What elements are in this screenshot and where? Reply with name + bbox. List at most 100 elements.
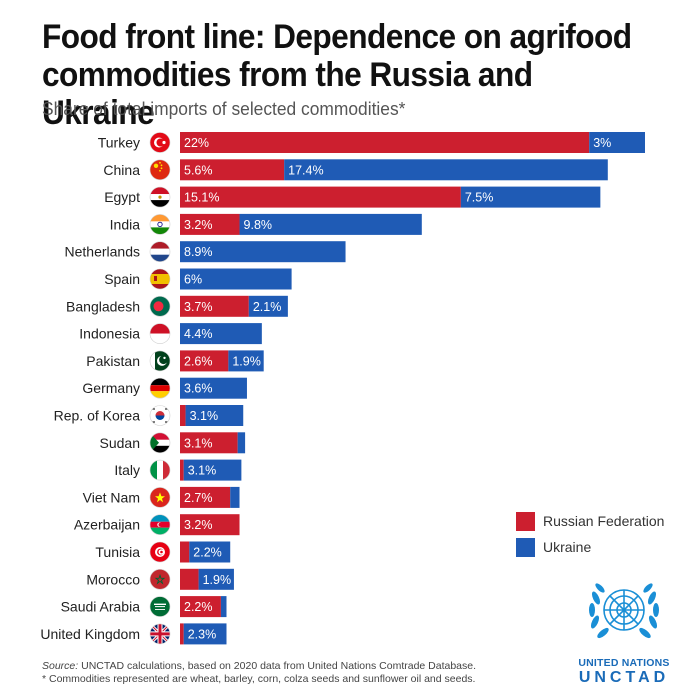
bar-russia: [180, 350, 229, 372]
value-label-ukraine: 8.9%: [184, 245, 213, 259]
bar-row-9: Germany 3.6%: [82, 377, 247, 399]
logo-text-un: UNITED NATIONS: [578, 657, 670, 669]
country-label: Rep. of Korea: [54, 408, 141, 424]
bar-row-13: Viet Nam 2.7%: [83, 486, 240, 508]
bar-row-8: Pakistan 2.6% 1.9%: [86, 350, 264, 372]
pakistan-flag-icon: [149, 350, 171, 372]
bar-ukraine: [237, 432, 246, 454]
chart-footer: Source: UNCTAD calculations, based on 20…: [42, 660, 476, 686]
bar-russia: [180, 132, 590, 153]
value-label-ukraine: 3.1%: [190, 409, 219, 423]
bar-row-16: Morocco 1.9%: [86, 568, 234, 590]
bar-ukraine: [220, 596, 227, 618]
value-label-russia: 3.7%: [184, 300, 213, 314]
country-label: Pakistan: [86, 353, 140, 369]
bar-ukraine: [183, 623, 227, 645]
bar-row-7: Indonesia 4.4%: [79, 323, 262, 345]
country-label: Egypt: [104, 189, 140, 205]
bar-row-3: India 3.2% 9.8%: [110, 213, 422, 235]
bar-row-5: Spain 6%: [104, 268, 292, 290]
bar-row-14: Azerbaijan 3.2%: [74, 514, 240, 536]
bar-russia: [180, 623, 184, 645]
egypt-flag-icon: [149, 186, 171, 208]
country-label: Morocco: [86, 571, 140, 587]
value-label-russia: 15.1%: [184, 191, 219, 205]
bar-russia: [180, 486, 231, 508]
bar-row-17: Saudi Arabia 2.2%: [61, 596, 227, 618]
value-label-ukraine: 6%: [184, 273, 202, 287]
bar-russia: [180, 541, 190, 563]
value-label-ukraine: 1.9%: [203, 573, 232, 587]
country-label: Azerbaijan: [74, 517, 140, 533]
bar-russia: [180, 596, 221, 618]
commodities-note: * Commodities represented are wheat, bar…: [42, 673, 476, 685]
bar-chart: Turkey 22% 3% China 5.6% 17.4% Egypt 15.1% 7.5% I…: [40, 132, 645, 645]
bar-ukraine: [180, 241, 346, 263]
value-label-russia: 2.6%: [184, 354, 213, 368]
uk-flag-icon: [149, 623, 171, 645]
value-label-ukraine: 3.1%: [188, 464, 217, 478]
bar-row-11: Sudan 3.1%: [100, 432, 246, 454]
bar-russia: [180, 186, 461, 208]
chart-title: Food front line: Dependence on agrifood …: [42, 18, 632, 132]
un-emblem-icon: [589, 583, 659, 639]
bar-russia: [180, 432, 238, 454]
bar-row-12: Italy 3.1%: [114, 459, 242, 481]
value-label-ukraine: 2.1%: [253, 300, 282, 314]
country-label: India: [110, 216, 141, 232]
legend-item-ukraine: Ukraine: [516, 534, 664, 560]
value-label-ukraine: 9.8%: [244, 218, 273, 232]
bar-ukraine: [180, 377, 247, 399]
country-label: Netherlands: [65, 244, 141, 260]
bar-russia: [180, 405, 186, 426]
korea-flag-icon: [149, 405, 171, 426]
value-label-ukraine: 2.3%: [188, 627, 217, 641]
country-label: Tunisia: [95, 544, 140, 560]
source-label: Source:: [42, 660, 79, 672]
country-label: Sudan: [100, 435, 140, 451]
bar-russia: [180, 568, 199, 590]
source-text: UNCTAD calculations, based on 2020 data …: [78, 660, 477, 672]
country-label: Spain: [104, 271, 140, 287]
value-label-russia: 3.2%: [184, 518, 213, 532]
country-label: Turkey: [98, 135, 140, 151]
bar-row-10: Rep. of Korea 3.1%: [54, 405, 244, 426]
bar-ukraine: [183, 459, 242, 481]
bar-row-4: Netherlands 8.9%: [65, 241, 346, 263]
bar-row-1: China 5.6% 17.4%: [103, 159, 608, 181]
germany-flag-icon: [149, 377, 171, 399]
indonesia-flag-icon: [149, 323, 171, 344]
value-label-russia: 22%: [184, 136, 209, 150]
value-label-ukraine: 3.6%: [184, 382, 213, 396]
bar-ukraine: [589, 132, 645, 153]
country-label: Viet Nam: [83, 489, 140, 505]
chart-legend: Russian Federation Ukraine: [516, 508, 664, 560]
value-label-ukraine: 2.2%: [193, 546, 222, 560]
bar-ukraine: [239, 213, 422, 235]
bar-row-18: United Kingdom 2.3%: [40, 623, 227, 645]
bar-row-0: Turkey 22% 3%: [98, 132, 645, 153]
italy-flag-icon: [149, 459, 171, 481]
bar-russia: [180, 295, 249, 317]
legend-swatch-russia: [516, 511, 535, 531]
bar-russia: [180, 459, 184, 481]
legend-label-ukraine: Ukraine: [543, 539, 592, 555]
country-label: Indonesia: [79, 326, 140, 342]
bar-ukraine: [460, 186, 601, 208]
bar-ukraine: [248, 295, 288, 317]
value-label-ukraine: 3%: [593, 136, 611, 150]
country-label: Bangladesh: [66, 298, 140, 314]
morocco-flag-icon: [149, 568, 171, 590]
value-label-russia: 3.2%: [184, 218, 213, 232]
logo-text-unctad: UNCTAD: [578, 669, 670, 686]
value-label-russia: 5.6%: [184, 163, 213, 177]
bar-ukraine: [228, 350, 264, 372]
china-flag-icon: [149, 159, 171, 181]
saudi-arabia-flag-icon: [149, 596, 171, 617]
bar-row-2: Egypt 15.1% 7.5%: [104, 186, 601, 208]
bar-ukraine: [198, 568, 234, 590]
bar-ukraine: [180, 323, 262, 345]
bar-row-6: Bangladesh 3.7% 2.1%: [66, 295, 288, 317]
azerbaijan-flag-icon: [149, 514, 171, 536]
turkey-flag-icon: [149, 132, 171, 153]
